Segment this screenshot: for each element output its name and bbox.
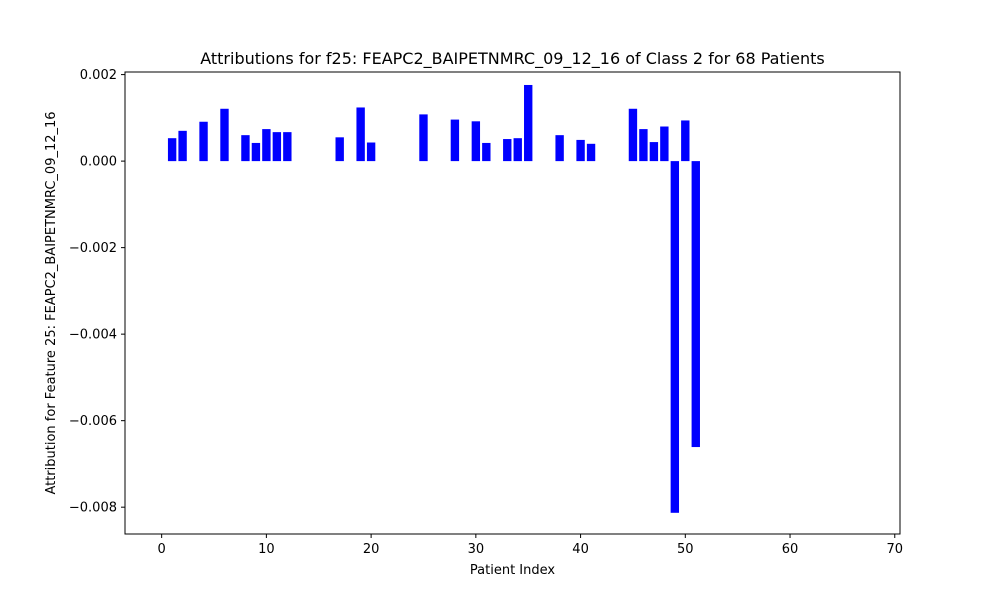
bar-patient-47 (649, 142, 659, 162)
x-tick-label: 0 (158, 542, 166, 557)
bar-patient-38 (555, 135, 564, 162)
x-ticks: 0 10 20 30 40 50 60 70 (158, 534, 903, 557)
x-tick-label: 40 (572, 542, 589, 557)
bar-patient-48 (660, 126, 669, 162)
x-tick-label: 10 (258, 542, 275, 557)
bar-patient-20 (366, 142, 376, 162)
plot-frame (124, 71, 901, 535)
bars-group (167, 84, 700, 513)
bar-patient-8 (241, 135, 250, 162)
y-tick-label: 0.002 (80, 68, 117, 83)
x-axis-title: Patient Index (470, 563, 555, 578)
y-tick-label: 0.000 (80, 155, 117, 170)
bar-patient-31 (482, 142, 491, 162)
bar-patient-35 (524, 84, 533, 162)
bar-patient-45 (628, 108, 638, 162)
bar-patient-2 (178, 130, 187, 162)
y-tick-label: −0.004 (69, 328, 117, 343)
x-tick-label: 60 (782, 542, 799, 557)
bar-patient-49 (670, 161, 680, 513)
bar-patient-33 (503, 139, 512, 162)
bar-patient-50 (681, 120, 690, 162)
bar-patient-11 (272, 132, 282, 162)
bar-patient-46 (639, 129, 648, 162)
bar-patient-25 (419, 114, 428, 162)
x-tick-label: 20 (363, 542, 380, 557)
y-tick-label: −0.008 (69, 501, 117, 516)
bar-patient-19 (356, 107, 365, 162)
bar-patient-4 (199, 121, 208, 162)
bar-patient-34 (513, 138, 522, 162)
bar-patient-30 (471, 121, 481, 162)
bar-patient-10 (262, 129, 271, 162)
y-tick-label: −0.002 (69, 241, 117, 256)
bar-patient-51 (691, 161, 700, 448)
x-tick-label: 30 (468, 542, 485, 557)
y-ticks: 0.002 0.000 −0.002 −0.004 −0.006 −0.008 (69, 68, 125, 516)
bar-patient-1 (167, 138, 177, 162)
chart-title: Attributions for f25: FEAPC2_BAIPETNMRC_… (200, 49, 825, 69)
bar-patient-6 (220, 108, 229, 162)
x-tick-label: 70 (886, 542, 903, 557)
x-tick-label: 50 (677, 542, 694, 557)
bar-patient-28 (450, 119, 460, 162)
bar-patient-40 (576, 139, 585, 162)
bar-patient-12 (283, 132, 292, 162)
y-tick-label: −0.006 (69, 414, 117, 429)
y-axis-title: Attribution for Feature 25: FEAPC2_BAIPE… (44, 111, 59, 494)
bar-patient-9 (251, 142, 261, 162)
bar-patient-17 (335, 137, 344, 162)
bar-patient-41 (586, 143, 596, 162)
